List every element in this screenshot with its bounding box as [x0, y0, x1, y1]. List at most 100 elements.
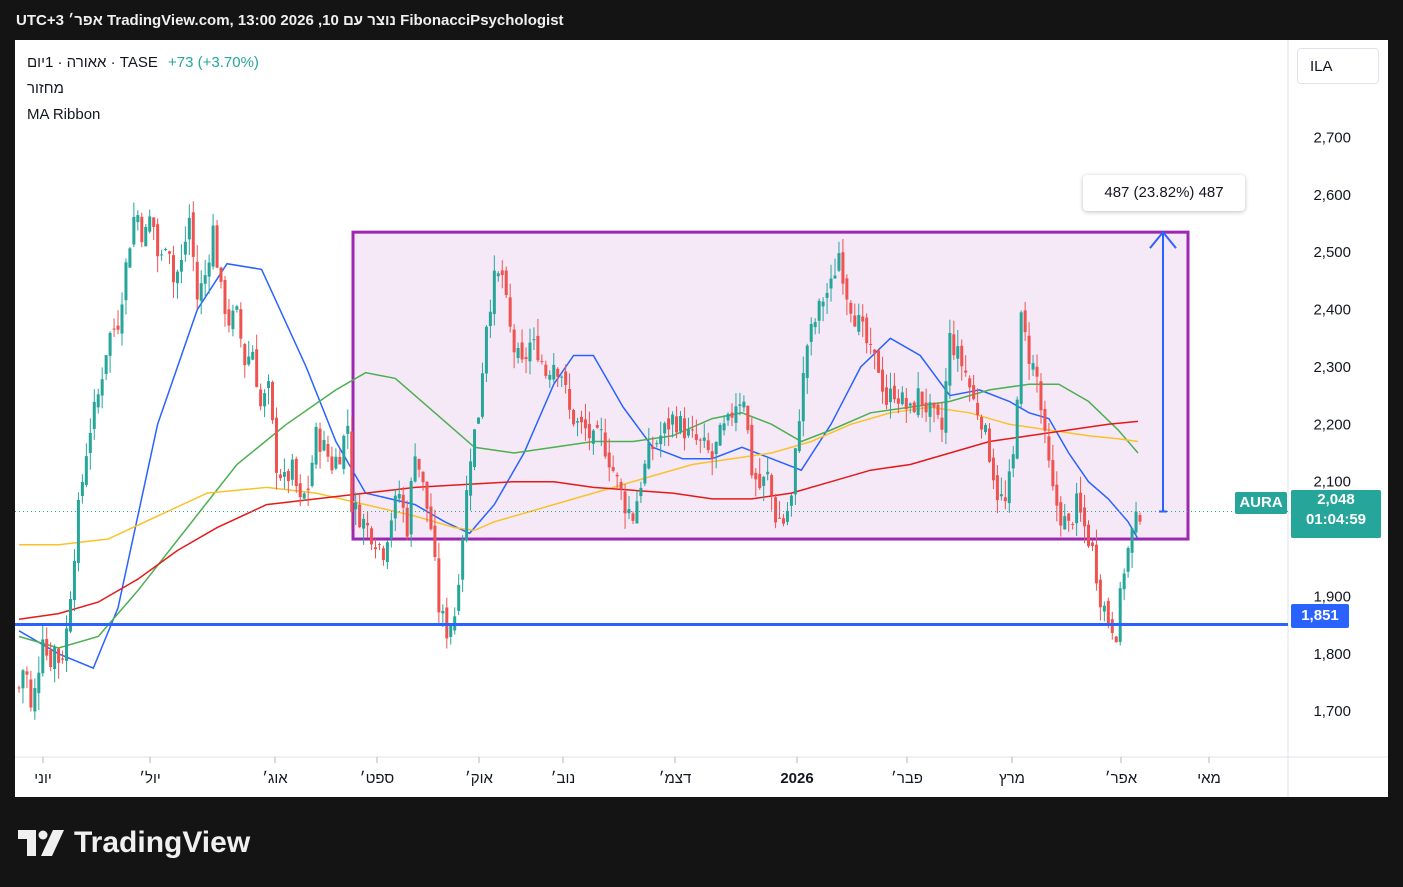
y-tick-label: 2,100 [1313, 474, 1351, 491]
candle-body [488, 311, 492, 326]
candle-body [675, 416, 679, 433]
legend-symbol-row: אאורה · 1יום · TASE +73 (+3.70%) [27, 54, 259, 71]
candle-body [318, 428, 322, 452]
x-tick-label: אפר׳ [1105, 770, 1138, 787]
candle-body [500, 270, 504, 276]
candle-body [1134, 511, 1138, 533]
candle-body [199, 283, 203, 301]
candle-body [679, 415, 683, 432]
last-price-tag: 2,048 01:04:59 [1291, 490, 1381, 538]
candle-body [76, 499, 80, 563]
candle-body [952, 334, 956, 356]
candle-body [770, 474, 774, 496]
candle-body [659, 435, 663, 445]
candle-body [587, 424, 591, 439]
candle-body [429, 506, 433, 530]
candle-body [884, 387, 888, 405]
candle-body [861, 316, 865, 322]
candle-body [504, 270, 508, 296]
candle-body [461, 539, 465, 580]
symbol-tag: AURA [1235, 492, 1287, 514]
candle-body [706, 440, 710, 451]
candle-body [869, 344, 873, 346]
price-chart-svg[interactable]: 1,700 1,800 1,900 2,100 2,200 2,300 2,400 2,500… [15, 40, 1388, 797]
candle-body [476, 417, 480, 424]
candle-body [754, 472, 758, 480]
candle-body [1079, 492, 1083, 513]
candle-body [686, 429, 690, 436]
candle-body [540, 360, 544, 362]
candle-body [381, 548, 385, 561]
candle-body [603, 432, 607, 457]
candle-body [211, 225, 215, 267]
candle-body [314, 426, 318, 465]
candle-body [722, 423, 726, 431]
candle-body [576, 421, 580, 423]
candle-body [560, 376, 564, 378]
candle-body [1011, 454, 1015, 469]
candle-body [425, 481, 429, 509]
candle-body [936, 404, 940, 415]
candle-body [976, 402, 980, 416]
candle-body [1071, 523, 1075, 525]
candle-body [1047, 436, 1051, 461]
candle-body [762, 476, 766, 486]
candle-body [984, 424, 988, 433]
candle-body [746, 405, 750, 431]
candle-body [682, 418, 686, 439]
candle-body [164, 249, 168, 251]
candle-body [972, 385, 976, 400]
candle-body [564, 371, 568, 385]
currency-button[interactable]: ILA [1297, 48, 1379, 84]
candle-body [643, 463, 647, 484]
candle-body [231, 310, 235, 330]
candle-body [84, 456, 88, 485]
candle-body [124, 262, 128, 301]
candle-body [1110, 619, 1114, 634]
candle-body [849, 302, 853, 314]
candle-body [821, 301, 825, 307]
candle-body [473, 429, 477, 468]
candle-body [532, 339, 536, 341]
candle-body [528, 342, 532, 362]
candle-body [33, 688, 37, 712]
candle-body [964, 370, 968, 373]
candle-body [1003, 497, 1007, 502]
candle-body [956, 346, 960, 359]
x-tick-label: פבר׳ [891, 770, 923, 787]
candle-body [1138, 515, 1142, 522]
candle-body [92, 401, 96, 429]
chart-area[interactable]: 1,700 1,800 1,900 2,100 2,200 2,300 2,400 2,500… [15, 40, 1388, 797]
candle-body [49, 650, 53, 668]
candle-body [623, 491, 627, 514]
candle-body [413, 456, 417, 482]
candle-body [1023, 310, 1027, 333]
candle-body [330, 456, 334, 471]
tradingview-logo[interactable]: TradingView [18, 826, 250, 860]
candle-body [1118, 588, 1122, 642]
legend-ma-ribbon: MA Ribbon [27, 106, 101, 123]
candle-body [778, 517, 782, 519]
candle-body [255, 349, 259, 387]
candle-body [1043, 408, 1047, 431]
candle-body [1114, 636, 1118, 643]
candle-body [290, 459, 294, 480]
candle-body [599, 429, 603, 431]
candle-body [1126, 548, 1130, 572]
candle-body [940, 417, 944, 430]
x-tick-label: ספט׳ [360, 770, 395, 787]
candle-body [615, 474, 619, 477]
candle-body [508, 297, 512, 327]
x-tick-label: יול׳ [139, 770, 161, 787]
candle-body [694, 434, 698, 440]
candle-body [128, 248, 132, 268]
candle-body [579, 416, 583, 423]
measure-arrow-head [1149, 230, 1177, 249]
candle-body [813, 322, 817, 328]
candle-body [520, 342, 524, 360]
y-tick-label: 1,900 [1313, 588, 1351, 605]
candle-body [148, 216, 152, 232]
candle-body [1051, 460, 1055, 487]
candle-body [385, 542, 389, 563]
candle-body [247, 356, 251, 365]
